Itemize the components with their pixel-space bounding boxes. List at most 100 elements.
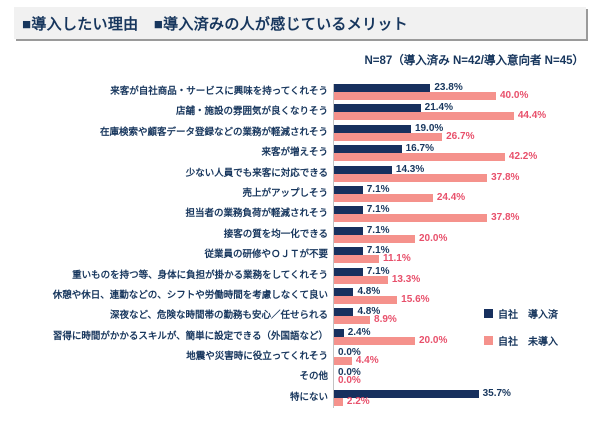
bar-pair: 0.0% 0.0% [334, 367, 600, 387]
bar-pair: 35.7% 2.2% [334, 387, 600, 407]
bar-not-adopted [334, 173, 488, 182]
bar-pair: 4.8% 8.9% [334, 306, 600, 326]
bar-pair: 19.0% 26.7% [334, 122, 600, 142]
bar-adopted [334, 247, 363, 256]
value-label: 42.2% [508, 151, 538, 163]
bar-not-adopted [334, 92, 496, 100]
chart-row: 在庫検索や顧客データ登録などの業務が軽減されそう 19.0% 26.7% [0, 122, 600, 142]
value-label: 0.0% [338, 347, 361, 359]
bar-pair: 14.3% 37.8% [334, 163, 600, 183]
chart-row: 担当者の業務負荷が軽減されそう 7.1% 37.8% [0, 204, 600, 223]
chart-row: 休憩や休日、連勤などの、シフトや労働時間を考慮しなくて良い 4.8% 15.6% [0, 285, 600, 304]
bar-adopted [334, 124, 411, 133]
value-label: 7.1% [366, 204, 390, 216]
bar-pair: 21.4% 44.4% [334, 102, 600, 122]
bar-not-adopted [334, 336, 415, 345]
value-label: 7.1% [366, 245, 390, 257]
bar-pair: 4.8% 15.6% [334, 285, 600, 304]
bar-not-adopted [334, 153, 505, 162]
bar-adopted [334, 267, 363, 276]
bar-adopted [334, 185, 363, 194]
value-label: 0.0% [338, 375, 361, 387]
bar-not-adopted [334, 255, 379, 264]
category-label: 休憩や休日、連勤などの、シフトや労働時間を考慮しなくて良い [52, 289, 328, 301]
chart-row: 接客の質を均一化できる 7.1% 20.0% [0, 224, 600, 244]
value-label: 7.1% [366, 183, 390, 195]
value-label: 2.4% [347, 326, 371, 338]
bar-pair: 0.0% 4.4% [334, 347, 600, 366]
bar-not-adopted [334, 316, 371, 325]
value-label: 11.1% [382, 253, 411, 265]
value-label: 2.2% [346, 395, 370, 407]
value-label: 23.8% [434, 82, 463, 93]
chart-row: 特にない 35.7% 2.2% [0, 387, 600, 407]
category-label: その他 [299, 371, 328, 383]
chart-row: 従業員の研修やＯＪＴが不要 7.1% 11.1% [0, 245, 600, 265]
bar-pair: 2.4% 20.0% [334, 326, 600, 346]
bar-adopted [334, 104, 421, 113]
chart-row: 売上がアップしそう 7.1% 24.4% [0, 183, 600, 203]
category-label: 習得に時間がかかるスキルが、簡単に設定できる（外国語など） [52, 330, 328, 342]
legend-item-adopted: 自社 導入済 [484, 306, 558, 321]
value-label: 8.9% [374, 314, 397, 326]
bar-not-adopted [334, 295, 398, 304]
chart-row: 来客が増えそう 16.7% 42.2% [0, 143, 600, 163]
value-label: 20.0% [419, 232, 448, 244]
adopted-swatch-icon [484, 309, 493, 318]
category-label: 深夜など、危険な時間帯の勤務も安心／任せられる [109, 310, 328, 322]
chart-row: 深夜など、危険な時間帯の勤務も安心／任せられる 4.8% 8.9% [0, 306, 600, 326]
value-label: 19.0% [414, 122, 444, 134]
value-label: 14.3% [395, 163, 425, 175]
value-label: 16.7% [405, 143, 434, 155]
legend-label-not-adopted: 自社 未導入 [498, 337, 558, 348]
bar-not-adopted [334, 357, 352, 366]
value-label: 24.4% [436, 191, 466, 203]
category-label: 特にない [289, 391, 328, 403]
category-label: 来客が増えそう [261, 147, 328, 159]
bar-not-adopted [334, 397, 343, 406]
chart-rows: 来客が自社商品・サービスに興味を持ってくれそう 23.8% 40.0% 店舗・施設の雰… [0, 82, 600, 407]
value-label: 40.0% [500, 90, 529, 101]
value-label: 7.1% [366, 224, 390, 236]
bar-pair: 23.8% 40.0% [334, 82, 600, 101]
value-label: 26.7% [446, 130, 475, 142]
value-label: 13.3% [391, 273, 421, 285]
bar-adopted [334, 145, 402, 154]
value-label: 37.8% [491, 171, 520, 183]
bar-adopted [334, 308, 354, 317]
bar-not-adopted [334, 112, 514, 121]
category-label: 接客の質を均一化できる [223, 228, 328, 240]
bar-pair: 7.1% 24.4% [334, 183, 600, 203]
bar-pair: 7.1% 11.1% [334, 245, 600, 265]
bar-chart: 来客が自社商品・サービスに興味を持ってくれそう 23.8% 40.0% 店舗・施設の雰… [0, 82, 600, 410]
value-label: 0.0% [338, 367, 361, 379]
value-label: 21.4% [424, 102, 454, 114]
page-title: ■導入したい理由 ■導入済みの人が感じているメリット [22, 15, 408, 33]
chart-row: 少ない人員でも来客に対応できる 14.3% 37.8% [0, 163, 600, 183]
not-adopted-swatch-icon [484, 336, 493, 345]
sample-size-note: N=87（導入済み N=42/導入意向者 N=45） [364, 55, 584, 67]
value-label: 44.4% [517, 110, 547, 122]
bar-adopted [334, 206, 363, 215]
value-label: 4.8% [357, 306, 381, 318]
category-label: 従業員の研修やＯＪＴが不要 [204, 249, 328, 261]
bar-not-adopted [334, 193, 433, 202]
category-label: 少ない人員でも来客に対応できる [185, 167, 328, 179]
bar-adopted [334, 84, 431, 92]
category-label: 担当者の業務負荷が軽減されそう [185, 208, 328, 220]
bar-adopted [334, 165, 392, 174]
legend-item-not-adopted: 自社 未導入 [484, 333, 558, 348]
bar-pair: 16.7% 42.2% [334, 143, 600, 163]
bar-adopted [334, 328, 344, 337]
value-label: 20.0% [419, 334, 448, 346]
category-label: 重いものを持つ等、身体に負担が掛かる業務をしてくれそう [72, 269, 328, 281]
chart-row: 重いものを持つ等、身体に負担が掛かる業務をしてくれそう 7.1% 13.3% [0, 266, 600, 285]
chart-row: その他 0.0% 0.0% [0, 367, 600, 387]
chart-row: 店舗・施設の雰囲気が良くなりそう 21.4% 44.4% [0, 102, 600, 122]
chart-title-bar: ■導入したい理由 ■導入済みの人が感じているメリット [14, 7, 586, 39]
value-label: 4.8% [357, 285, 381, 297]
bar-not-adopted [334, 275, 388, 284]
category-label: 在庫検索や顧客データ登録などの業務が軽減されそう [99, 126, 328, 138]
bar-adopted [334, 389, 479, 398]
value-label: 35.7% [482, 387, 511, 399]
